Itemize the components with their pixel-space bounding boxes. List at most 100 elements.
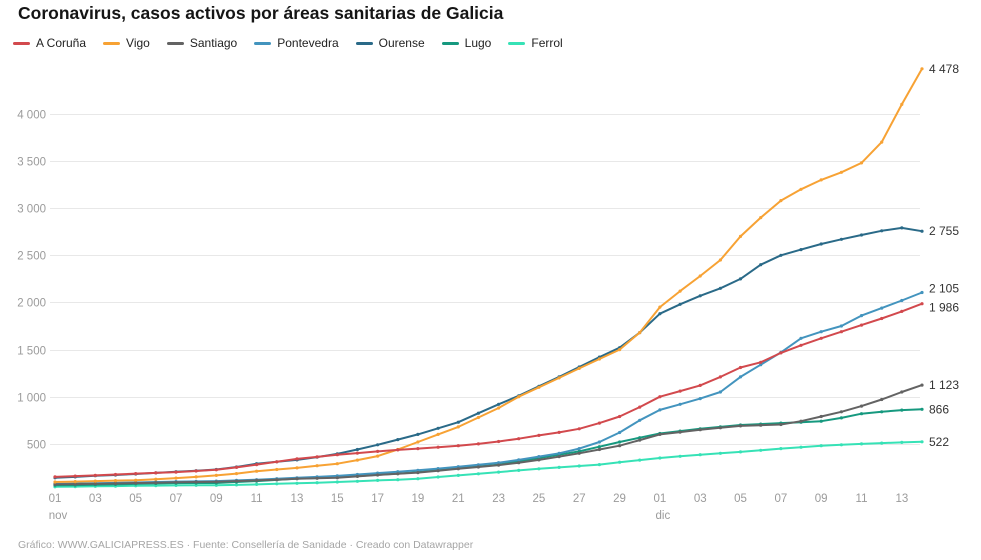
data-point[interactable] <box>618 440 622 444</box>
data-point[interactable] <box>859 404 864 408</box>
data-point[interactable] <box>678 389 682 393</box>
data-point[interactable] <box>738 277 743 281</box>
data-point[interactable] <box>174 470 178 474</box>
data-point[interactable] <box>819 414 823 419</box>
data-point[interactable] <box>53 475 57 479</box>
data-point[interactable] <box>396 472 400 476</box>
data-point[interactable] <box>577 366 581 370</box>
data-point[interactable] <box>859 314 864 318</box>
data-point[interactable] <box>698 274 702 278</box>
data-point[interactable] <box>618 430 622 435</box>
data-point[interactable] <box>416 468 420 472</box>
data-point[interactable] <box>759 263 763 267</box>
data-point[interactable] <box>194 483 198 487</box>
data-point[interactable] <box>698 428 702 432</box>
data-point[interactable] <box>638 458 642 462</box>
data-point[interactable] <box>255 482 259 486</box>
data-point[interactable] <box>93 473 97 477</box>
data-point[interactable] <box>819 330 823 334</box>
data-point[interactable] <box>839 170 844 174</box>
data-point[interactable] <box>819 444 823 448</box>
data-point[interactable] <box>396 448 400 452</box>
data-point[interactable] <box>537 467 541 471</box>
data-point[interactable] <box>839 324 844 328</box>
data-point[interactable] <box>255 478 259 482</box>
data-point[interactable] <box>93 479 97 483</box>
data-point[interactable] <box>476 411 480 415</box>
data-point[interactable] <box>134 472 138 476</box>
data-point[interactable] <box>113 481 118 486</box>
data-point[interactable] <box>275 478 279 482</box>
data-point[interactable] <box>275 460 279 464</box>
data-point[interactable] <box>355 451 359 455</box>
data-point[interactable] <box>859 442 864 446</box>
data-point[interactable] <box>577 464 581 468</box>
data-point[interactable] <box>517 458 521 462</box>
data-point[interactable] <box>476 472 480 476</box>
data-point[interactable] <box>53 480 57 484</box>
data-point[interactable] <box>376 473 380 477</box>
data-point[interactable] <box>718 451 723 455</box>
data-point[interactable] <box>698 294 702 298</box>
data-point[interactable] <box>436 475 440 479</box>
data-point[interactable] <box>618 414 622 419</box>
data-point[interactable] <box>880 229 884 233</box>
data-point[interactable] <box>517 437 521 441</box>
series-line-ourense[interactable] <box>54 226 923 479</box>
series-line-ferrol[interactable] <box>54 440 923 488</box>
data-point[interactable] <box>759 363 763 367</box>
data-point[interactable] <box>497 461 501 465</box>
data-point[interactable] <box>779 447 783 451</box>
data-point[interactable] <box>920 383 924 387</box>
data-point[interactable] <box>738 365 743 370</box>
data-point[interactable] <box>517 395 521 399</box>
series-line-santiago[interactable] <box>54 384 923 486</box>
data-point[interactable] <box>638 405 642 409</box>
data-point[interactable] <box>799 445 803 449</box>
data-point[interactable] <box>799 336 803 340</box>
data-point[interactable] <box>194 475 198 479</box>
data-point[interactable] <box>779 253 783 257</box>
data-point[interactable] <box>335 480 339 484</box>
data-point[interactable] <box>557 465 561 469</box>
data-point[interactable] <box>759 216 763 220</box>
data-point[interactable] <box>315 476 319 480</box>
data-point[interactable] <box>376 478 380 482</box>
data-point[interactable] <box>355 474 359 478</box>
data-point[interactable] <box>497 402 501 406</box>
data-point[interactable] <box>577 427 581 431</box>
data-point[interactable] <box>597 440 602 444</box>
series-line-a-coruna[interactable] <box>54 302 923 478</box>
data-point[interactable] <box>295 477 299 481</box>
data-point[interactable] <box>174 476 178 480</box>
data-point[interactable] <box>738 424 743 428</box>
data-point[interactable] <box>154 471 158 475</box>
data-point[interactable] <box>234 472 239 476</box>
data-point[interactable] <box>880 306 884 310</box>
data-point[interactable] <box>517 461 521 465</box>
data-point[interactable] <box>839 237 844 241</box>
data-point[interactable] <box>557 451 561 455</box>
data-point[interactable] <box>638 418 642 422</box>
data-point[interactable] <box>517 468 521 472</box>
data-point[interactable] <box>839 330 844 334</box>
data-point[interactable] <box>255 463 259 467</box>
data-point[interactable] <box>335 453 339 457</box>
data-point[interactable] <box>718 426 723 430</box>
data-point[interactable] <box>134 481 138 485</box>
data-point[interactable] <box>819 178 823 182</box>
data-point[interactable] <box>396 438 400 442</box>
data-point[interactable] <box>819 336 823 340</box>
data-point[interactable] <box>880 316 884 321</box>
data-point[interactable] <box>416 432 420 436</box>
data-point[interactable] <box>355 479 359 483</box>
data-point[interactable] <box>93 482 97 486</box>
data-point[interactable] <box>497 470 501 474</box>
data-point[interactable] <box>678 402 682 406</box>
data-point[interactable] <box>174 480 178 484</box>
data-point[interactable] <box>799 343 803 347</box>
data-point[interactable] <box>315 455 319 459</box>
data-point[interactable] <box>900 298 904 303</box>
data-point[interactable] <box>154 477 158 481</box>
data-point[interactable] <box>134 478 138 482</box>
